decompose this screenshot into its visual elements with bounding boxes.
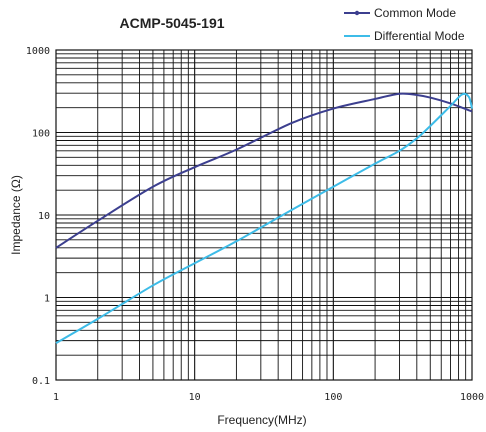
series-line-common-mode <box>55 92 473 249</box>
x-tick-label: 1 <box>53 392 59 403</box>
plot-grid <box>56 50 472 380</box>
x-tick-label: 1000 <box>460 392 484 403</box>
y-tick-labels: 0.1 1 10 100 1000 <box>26 46 50 387</box>
x-axis-label: Frequency(MHz) <box>217 413 306 427</box>
legend-label-common-mode: Common Mode <box>374 6 456 20</box>
plot-series <box>55 92 473 344</box>
y-tick-label: 1 <box>44 294 50 305</box>
x-tick-label: 10 <box>189 392 201 403</box>
x-tick-labels: 1 10 100 1000 <box>53 392 484 403</box>
plot-frame <box>55 49 473 381</box>
y-tick-label: 1000 <box>26 46 50 57</box>
y-tick-label: 0.1 <box>32 376 50 387</box>
legend-label-differential-mode: Differential Mode <box>374 29 465 43</box>
legend-marker-common-mode <box>354 10 360 16</box>
chart-title: ACMP-5045-191 <box>119 15 224 31</box>
x-tick-label: 100 <box>324 392 342 403</box>
series-line-differential-mode <box>55 92 473 344</box>
y-tick-label: 100 <box>32 129 50 140</box>
y-tick-label: 10 <box>38 211 50 222</box>
chart-legend: Common Mode Differential Mode <box>344 6 465 43</box>
y-axis-label: Impedance (Ω) <box>9 175 23 255</box>
